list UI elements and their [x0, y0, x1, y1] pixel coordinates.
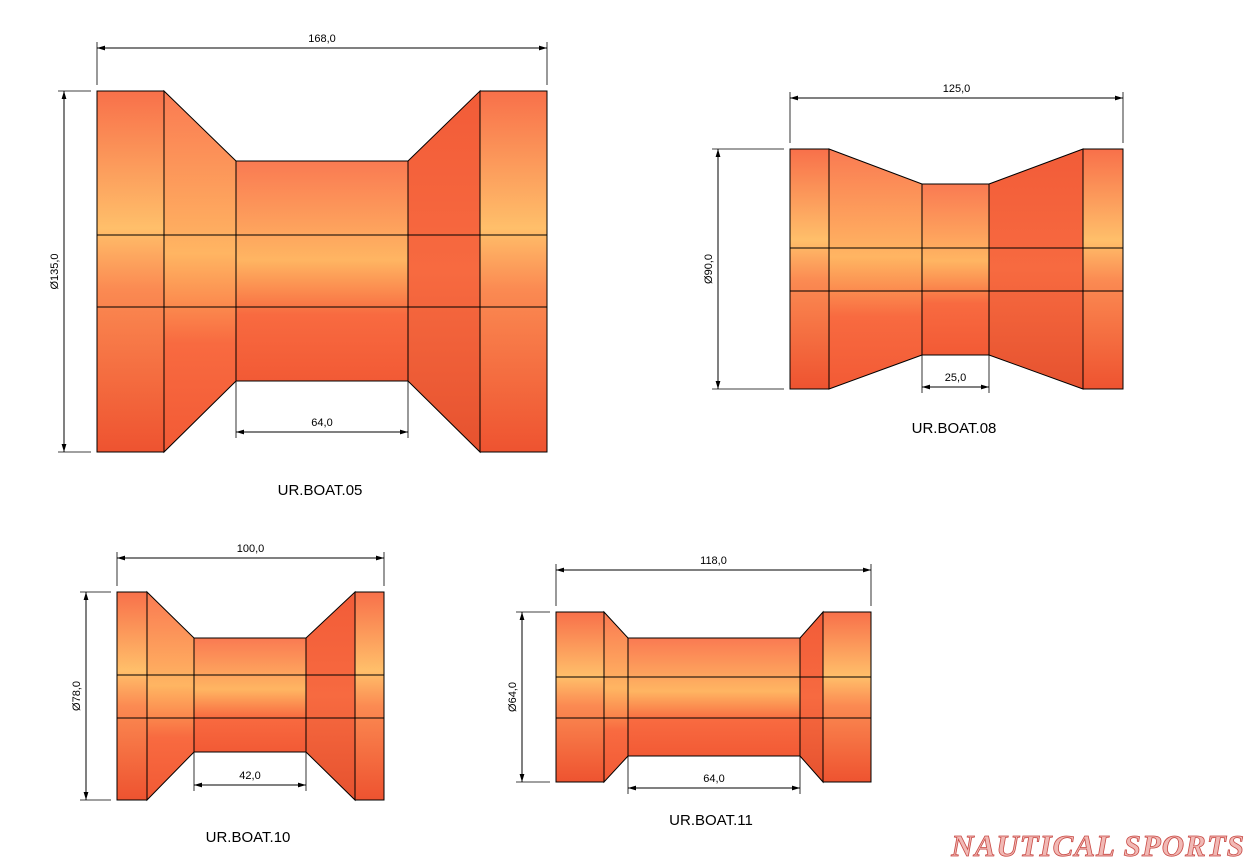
right-cone: [988, 148, 1084, 390]
model-name: UR.BOAT.11: [669, 812, 753, 829]
right-cone: [407, 89, 481, 454]
right-cone: [799, 610, 824, 784]
diameter-label: Ø64,0: [507, 682, 519, 712]
right-cone: [305, 590, 356, 802]
left-flange: [96, 90, 165, 453]
watermark: NAUTICAL SPORTS: [950, 828, 1245, 863]
model-name: UR.BOAT.08: [912, 420, 997, 437]
inner-length-label: 64,0: [703, 773, 724, 785]
left-cone: [163, 89, 237, 454]
diameter-label: Ø78,0: [71, 681, 83, 711]
right-flange: [1082, 148, 1124, 390]
left-flange: [555, 611, 605, 783]
inner-length-label: 42,0: [239, 770, 260, 782]
core: [235, 160, 409, 382]
left-cone: [603, 610, 629, 784]
right-flange: [479, 90, 548, 453]
inner-length-label: 64,0: [311, 417, 332, 429]
diameter-label: Ø90,0: [703, 254, 715, 284]
core: [921, 183, 990, 356]
length-label: 168,0: [308, 33, 336, 45]
length-label: 118,0: [700, 555, 727, 567]
length-label: 125,0: [943, 83, 971, 95]
left-flange: [789, 148, 830, 390]
model-name: UR.BOAT.10: [206, 829, 291, 846]
left-flange: [116, 591, 148, 801]
core: [193, 637, 307, 753]
core: [627, 637, 801, 757]
right-flange: [822, 611, 872, 783]
length-label: 100,0: [237, 543, 265, 555]
left-cone: [828, 148, 923, 390]
inner-length-label: 25,0: [945, 372, 966, 384]
right-flange: [354, 591, 385, 801]
left-cone: [146, 590, 195, 802]
model-name: UR.BOAT.05: [278, 482, 363, 499]
diameter-label: Ø135,0: [49, 253, 61, 289]
